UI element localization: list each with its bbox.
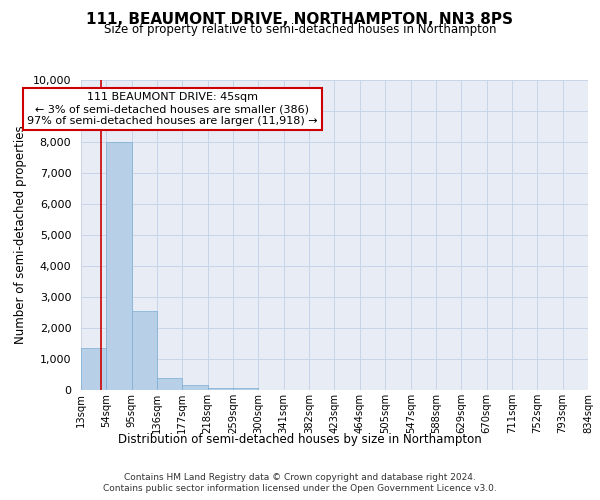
Y-axis label: Number of semi-detached properties: Number of semi-detached properties	[14, 126, 27, 344]
Bar	[81, 348, 106, 390]
Text: Distribution of semi-detached houses by size in Northampton: Distribution of semi-detached houses by …	[118, 432, 482, 446]
Text: 111 BEAUMONT DRIVE: 45sqm
← 3% of semi-detached houses are smaller (386)
97% of : 111 BEAUMONT DRIVE: 45sqm ← 3% of semi-d…	[27, 92, 317, 126]
Text: 111, BEAUMONT DRIVE, NORTHAMPTON, NN3 8PS: 111, BEAUMONT DRIVE, NORTHAMPTON, NN3 8P…	[86, 12, 514, 28]
Bar	[131, 311, 157, 390]
Bar	[106, 142, 131, 390]
Text: Contains public sector information licensed under the Open Government Licence v3: Contains public sector information licen…	[103, 484, 497, 493]
Bar	[233, 388, 258, 390]
Bar	[182, 384, 208, 390]
Bar	[157, 378, 182, 390]
Text: Size of property relative to semi-detached houses in Northampton: Size of property relative to semi-detach…	[104, 22, 496, 36]
Bar	[208, 388, 233, 390]
Text: Contains HM Land Registry data © Crown copyright and database right 2024.: Contains HM Land Registry data © Crown c…	[124, 472, 476, 482]
